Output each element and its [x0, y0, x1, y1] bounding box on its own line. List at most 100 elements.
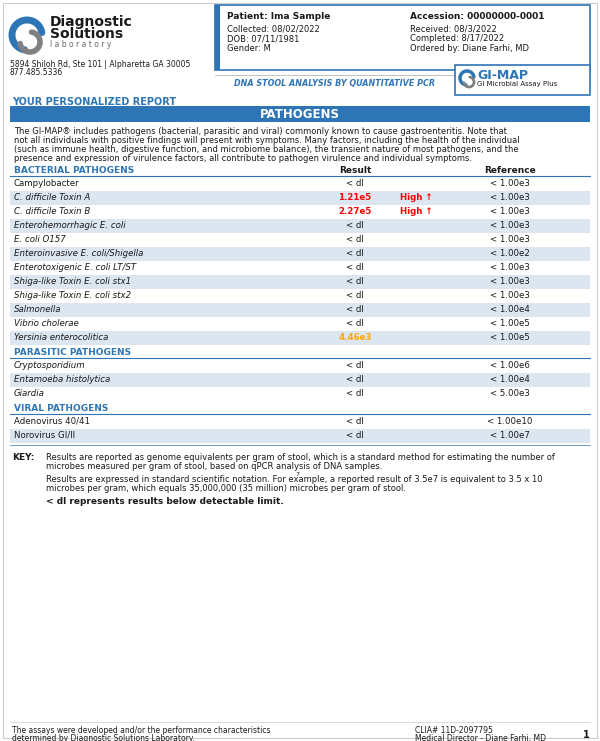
Bar [10, 359, 590, 373]
Text: < dl: < dl [346, 277, 364, 286]
Text: DOB: 07/11/1981: DOB: 07/11/1981 [227, 34, 299, 43]
Text: Patient: Ima Sample: Patient: Ima Sample [227, 12, 331, 21]
Text: 1.21e5: 1.21e5 [338, 193, 371, 202]
Text: Received: 08/3/2022: Received: 08/3/2022 [410, 24, 497, 33]
Text: < dl: < dl [346, 431, 364, 440]
Text: < 1.00e3: < 1.00e3 [490, 207, 530, 216]
Bar [10, 331, 590, 345]
Text: PATHOGENS: PATHOGENS [260, 107, 340, 121]
Bar [10, 373, 590, 387]
Text: presence and expression of virulence factors, all contribute to pathogen virulen: presence and expression of virulence fac… [14, 154, 472, 163]
Text: < 1.00e3: < 1.00e3 [490, 235, 530, 244]
Text: Reference: Reference [484, 166, 536, 175]
Bar [10, 205, 590, 219]
Bar [10, 261, 590, 275]
Text: < 1.00e4: < 1.00e4 [490, 375, 530, 384]
Bar [10, 106, 590, 122]
Text: Adenovirus 40/41: Adenovirus 40/41 [14, 417, 90, 426]
Text: 5894 Shiloh Rd, Ste 101 | Alpharetta GA 30005: 5894 Shiloh Rd, Ste 101 | Alpharetta GA … [10, 60, 190, 69]
Text: microbes per gram, which equals 35,000,000 (35 million) microbes per gram of sto: microbes per gram, which equals 35,000,0… [46, 484, 406, 493]
Text: Enteroinvasive E. coli/Shigella: Enteroinvasive E. coli/Shigella [14, 249, 143, 258]
Bar [10, 191, 590, 205]
Text: 7: 7 [295, 472, 299, 477]
Text: GI Microbial Assay Plus: GI Microbial Assay Plus [477, 81, 557, 87]
Text: < dl: < dl [346, 221, 364, 230]
Text: Entamoeba histolytica: Entamoeba histolytica [14, 375, 110, 384]
Text: < dl: < dl [346, 389, 364, 398]
Bar [215, 5, 590, 70]
Text: < dl: < dl [346, 417, 364, 426]
Text: The GI-MAP® includes pathogens (bacterial, parasitic and viral) commonly known t: The GI-MAP® includes pathogens (bacteria… [14, 127, 507, 136]
Text: CLIA# 11D-2097795: CLIA# 11D-2097795 [415, 726, 493, 735]
Text: < 1.00e3: < 1.00e3 [490, 263, 530, 272]
Text: < 5.00e3: < 5.00e3 [490, 389, 530, 398]
Bar [455, 65, 590, 95]
Text: < 1.00e3: < 1.00e3 [490, 291, 530, 300]
Bar [10, 415, 590, 429]
Text: C. difficile Toxin B: C. difficile Toxin B [14, 207, 90, 216]
Bar [10, 177, 590, 191]
Text: Results are expressed in standard scientific notation. For example, a reported r: Results are expressed in standard scient… [46, 475, 542, 484]
Text: 1: 1 [583, 730, 590, 740]
Text: 877.485.5336: 877.485.5336 [10, 68, 63, 77]
Text: 4.46e3: 4.46e3 [338, 333, 372, 342]
Text: VIRAL PATHOGENS: VIRAL PATHOGENS [14, 404, 109, 413]
Text: < 1.00e3: < 1.00e3 [490, 193, 530, 202]
Text: KEY:: KEY: [12, 453, 34, 462]
Text: The assays were developed and/or the performance characteristics: The assays were developed and/or the per… [12, 726, 271, 735]
Text: microbes measured per gram of stool, based on qPCR analysis of DNA samples.: microbes measured per gram of stool, bas… [46, 462, 382, 471]
Text: < dl: < dl [346, 179, 364, 188]
Text: < 1.00e5: < 1.00e5 [490, 333, 530, 342]
Text: Campylobacter: Campylobacter [14, 179, 80, 188]
Text: Yersinia enterocolitica: Yersinia enterocolitica [14, 333, 109, 342]
Text: < 1.00e3: < 1.00e3 [490, 277, 530, 286]
Bar [10, 219, 590, 233]
Text: Collected: 08/02/2022: Collected: 08/02/2022 [227, 24, 320, 33]
Text: < 1.00e2: < 1.00e2 [490, 249, 530, 258]
Text: C. difficile Toxin A: C. difficile Toxin A [14, 193, 90, 202]
Text: < 1.00e3: < 1.00e3 [490, 221, 530, 230]
Text: < dl represents results below detectable limit.: < dl represents results below detectable… [46, 497, 284, 506]
Bar [215, 5, 220, 70]
Text: Results are reported as genome equivalents per gram of stool, which is a standar: Results are reported as genome equivalen… [46, 453, 555, 462]
Text: PARASITIC PATHOGENS: PARASITIC PATHOGENS [14, 348, 131, 357]
Text: Shiga-like Toxin E. coli stx1: Shiga-like Toxin E. coli stx1 [14, 277, 131, 286]
Text: Ordered by: Diane Farhi, MD: Ordered by: Diane Farhi, MD [410, 44, 529, 53]
Text: Diagnostic: Diagnostic [50, 15, 133, 29]
Text: Norovirus GI/II: Norovirus GI/II [14, 431, 75, 440]
Bar [10, 429, 590, 443]
Text: < 1.00e3: < 1.00e3 [490, 179, 530, 188]
Text: Shiga-like Toxin E. coli stx2: Shiga-like Toxin E. coli stx2 [14, 291, 131, 300]
Text: GI-MAP: GI-MAP [477, 69, 528, 82]
Text: High ↑: High ↑ [400, 207, 433, 216]
Text: Cryptosporidium: Cryptosporidium [14, 361, 86, 370]
Text: Completed: 8/17/2022: Completed: 8/17/2022 [410, 34, 504, 43]
Text: High ↑: High ↑ [400, 193, 433, 202]
Bar [10, 317, 590, 331]
Text: Vibrio cholerae: Vibrio cholerae [14, 319, 79, 328]
Text: DNA STOOL ANALYSIS BY QUANTITATIVE PCR: DNA STOOL ANALYSIS BY QUANTITATIVE PCR [235, 79, 436, 88]
Text: E. coli O157: E. coli O157 [14, 235, 66, 244]
Text: < 1.00e5: < 1.00e5 [490, 319, 530, 328]
Text: < dl: < dl [346, 375, 364, 384]
Bar [10, 303, 590, 317]
Text: determined by Diagnostic Solutions Laboratory.: determined by Diagnostic Solutions Labor… [12, 734, 194, 741]
Text: l a b o r a t o r y: l a b o r a t o r y [50, 40, 112, 49]
Bar [10, 275, 590, 289]
Text: Solutions: Solutions [50, 27, 123, 41]
Text: Medical Director - Diane Farhi, MD: Medical Director - Diane Farhi, MD [415, 734, 546, 741]
Text: Gender: M: Gender: M [227, 44, 271, 53]
Bar [10, 233, 590, 247]
Text: 2.27e5: 2.27e5 [338, 207, 371, 216]
Text: not all individuals with positive findings will present with symptoms. Many fact: not all individuals with positive findin… [14, 136, 520, 145]
Text: Enterohemorrhagic E. coli: Enterohemorrhagic E. coli [14, 221, 125, 230]
Text: Result: Result [339, 166, 371, 175]
Text: < dl: < dl [346, 305, 364, 314]
Bar [10, 247, 590, 261]
Text: YOUR PERSONALIZED REPORT: YOUR PERSONALIZED REPORT [12, 97, 176, 107]
Text: < dl: < dl [346, 361, 364, 370]
Text: < 1.00e10: < 1.00e10 [487, 417, 533, 426]
Bar [10, 387, 590, 401]
Text: < dl: < dl [346, 291, 364, 300]
Text: BACTERIAL PATHOGENS: BACTERIAL PATHOGENS [14, 166, 134, 175]
